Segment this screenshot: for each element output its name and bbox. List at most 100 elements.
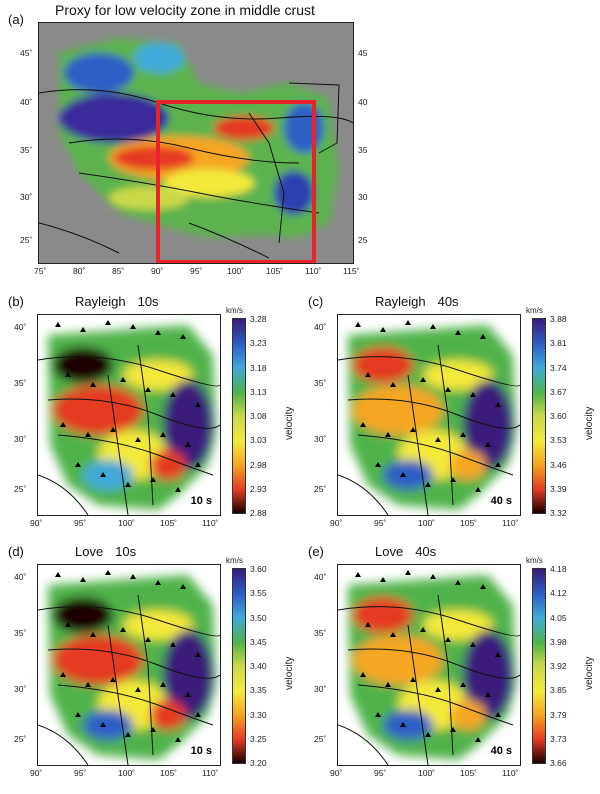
panel-b-lon-tick: 100˚ [118, 518, 136, 528]
panel-d-period: 10s [115, 544, 137, 559]
panel-e-map-graphic [338, 570, 520, 765]
panel-c-colorbar-label: 3.32 [550, 508, 567, 518]
panel-b-colorbar-label: 3.08 [250, 411, 267, 421]
panel-d: (d) Love 10s 10 s 40˚ 35˚ 30˚ 25˚ 90˚ 95˚ 100˚ 105˚… [0, 538, 300, 788]
panel-e: (e) Love 40s 40 s 40˚ 35˚ 30˚ 25˚ 90˚ 95˚ 100˚ 105˚… [300, 538, 600, 788]
panel-e-title: Love 40s [375, 544, 436, 559]
panel-c-axis-label: velocity [584, 406, 595, 440]
panel-c-lon-tick: 95˚ [374, 518, 387, 528]
panel-e-axis-label: velocity [584, 656, 595, 690]
panel-c-colorbar-label: 3.81 [550, 338, 567, 349]
panel-b-wave: Rayleigh [75, 294, 126, 309]
panel-b-lat-tick: 35˚ [14, 378, 27, 388]
panel-b-unit: km/s [226, 306, 243, 315]
panel-d-colorbar-label: 3.50 [250, 612, 267, 623]
panel-c-lon-tick: 100˚ [418, 518, 436, 528]
panel-e-colorbar-label: 3.79 [550, 709, 567, 720]
panel-e-colorbar-label: 3.85 [550, 685, 567, 696]
panel-c-colorbar-label: 3.53 [550, 435, 567, 446]
panel-b-axis-label: velocity [284, 406, 295, 440]
panel-b-lon-tick: 110˚ [202, 518, 219, 528]
panel-a-map-graphic [39, 38, 353, 263]
panel-e-lat-tick: 40˚ [314, 572, 327, 582]
panel-b-colorbar-label: 2.98 [250, 459, 267, 470]
panel-c-colorbar-label: 3.74 [550, 362, 567, 373]
panel-b-lon-tick: 105˚ [160, 518, 178, 528]
panel-b-colorbar-label: 3.13 [250, 386, 267, 397]
panel-e-colorbar [532, 568, 546, 764]
panel-d-lon-tick: 110˚ [202, 768, 219, 778]
panel-d-colorbar-label: 3.35 [250, 685, 267, 696]
panel-b-lat-tick: 40˚ [14, 322, 27, 332]
panel-d-colorbar [232, 568, 246, 764]
panel-d-wave: Love [75, 544, 104, 559]
panel-b-map-graphic [38, 320, 220, 515]
panel-b-colorbar-label: 2.93 [250, 483, 267, 494]
panel-e-colorbar-label: 3.66 [550, 758, 567, 768]
panel-b-map: 10 s [37, 314, 221, 516]
panel-d-colorbar-label: 3.30 [250, 709, 267, 720]
panel-d-unit: km/s [226, 556, 243, 565]
panel-a-letter: (a) [8, 12, 24, 27]
panel-c-lon-tick: 110˚ [502, 518, 519, 528]
panel-b-colorbar [232, 318, 246, 514]
panel-c-lat-tick: 30˚ [314, 434, 327, 444]
panel-d-colorbar-label: 3.60 [250, 564, 267, 574]
panel-c-title: Rayleigh 40s [375, 294, 459, 309]
panel-e-colorbar-label: 4.12 [550, 588, 567, 599]
panel-b-colorbar-label: 3.03 [250, 435, 267, 446]
panel-e-colorbar-label: 3.73 [550, 733, 567, 744]
panel-d-lat-tick: 35˚ [14, 628, 27, 638]
panel-e-period: 40s [415, 544, 437, 559]
panel-d-lon-tick: 90˚ [30, 768, 43, 778]
panel-b-colorbar-label: 3.28 [250, 314, 267, 324]
panel-b-period: 10s [137, 294, 159, 309]
panel-a-map [38, 22, 354, 264]
panel-d-lon-tick: 105˚ [160, 768, 178, 778]
panel-b-lat-tick: 30˚ [14, 434, 27, 444]
panel-c-wave: Rayleigh [375, 294, 426, 309]
panel-c-lat-tick: 25˚ [314, 484, 327, 494]
panel-e-colorbar-label: 3.98 [550, 636, 567, 647]
panel-b-lon-tick: 95˚ [74, 518, 87, 528]
panel-c-map: 40 s [337, 314, 521, 516]
panel-e-colorbar-label: 3.92 [550, 661, 567, 671]
panel-e-period-label: 40 s [488, 745, 514, 757]
panel-d-colorbar-label: 3.20 [250, 758, 267, 768]
panel-d-colorbar-label: 3.45 [250, 636, 267, 647]
panel-c-colorbar-label: 3.88 [550, 314, 567, 324]
panel-b-lon-tick: 90˚ [30, 518, 43, 528]
panel-e-letter: (e) [308, 544, 324, 559]
panel-d-colorbar-label: 3.25 [250, 733, 267, 744]
panel-e-unit: km/s [526, 556, 543, 565]
panel-d-map-graphic [38, 570, 220, 765]
panel-d-axis-label: velocity [284, 656, 295, 690]
panel-c-period: 40s [437, 294, 459, 309]
panel-d-map: 10 s [37, 564, 221, 766]
panel-c-colorbar [532, 318, 546, 514]
panel-d-colorbar-label: 3.40 [250, 661, 267, 671]
study-area-box [156, 100, 316, 263]
panel-d-letter: (d) [8, 544, 24, 559]
panel-c-lon-tick: 90˚ [330, 518, 343, 528]
panel-e-wave: Love [375, 544, 404, 559]
panel-d-title: Love 10s [75, 544, 136, 559]
panel-e-colorbar-label: 4.18 [550, 564, 567, 574]
panel-e-lon-tick: 110˚ [502, 768, 519, 778]
panel-c-colorbar-label: 3.46 [550, 459, 567, 470]
panel-b-colorbar-label: 2.88 [250, 508, 267, 518]
panel-e-lat-tick: 25˚ [314, 734, 327, 744]
panel-d-lon-tick: 100˚ [118, 768, 136, 778]
panel-b-title: Rayleigh 10s [75, 294, 159, 309]
panel-b-lat-tick: 25˚ [14, 484, 27, 494]
panel-c-lat-tick: 40˚ [314, 322, 327, 332]
panel-d-period-label: 10 s [188, 745, 214, 757]
panel-c-letter: (c) [308, 294, 324, 309]
panel-c-lat-tick: 35˚ [314, 378, 327, 388]
panel-e-lon-tick: 100˚ [418, 768, 436, 778]
panel-e-map: 40 s [337, 564, 521, 766]
panel-b: (b) Rayleigh 10s 10 s 40˚ 35˚ 30˚ 25˚ 90˚ 95˚ 100˚… [0, 288, 300, 538]
panel-e-lat-tick: 35˚ [314, 628, 327, 638]
panel-c-period-label: 40 s [488, 495, 514, 507]
panel-c-colorbar-label: 3.39 [550, 483, 567, 494]
